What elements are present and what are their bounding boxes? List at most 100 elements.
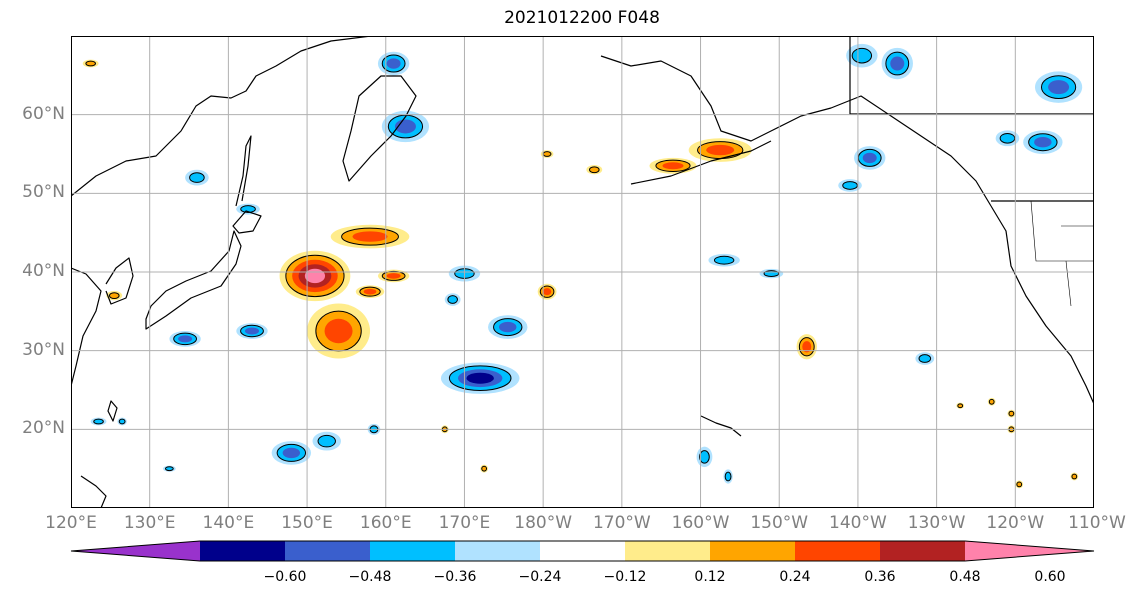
contour-fill — [499, 321, 517, 333]
contour-fill — [918, 354, 932, 363]
contour-fill — [85, 60, 96, 67]
lon-tick-label: 160°E — [359, 513, 412, 533]
coastline-hawaii — [700, 415, 742, 437]
contour-fill — [466, 372, 494, 384]
lon-tick-label: 150°W — [750, 513, 809, 533]
anomaly-patch-45 — [480, 464, 489, 473]
lon-tick-label: 160°W — [671, 513, 730, 533]
coastline-china — [71, 267, 102, 387]
anomaly-patch-32 — [846, 43, 878, 68]
lat-tick-label: 30°N — [22, 339, 65, 360]
anomaly-patch-6 — [488, 315, 528, 339]
contour-fill — [802, 341, 812, 353]
contour-fill — [1034, 137, 1052, 148]
colorbar-segment — [200, 541, 286, 561]
contour-fill — [324, 318, 353, 344]
contour-fill — [1071, 473, 1078, 480]
contour-fill — [542, 151, 552, 157]
border-canada — [849, 36, 1094, 115]
colorbar-tick-label: 0.60 — [1034, 569, 1066, 585]
anomaly-patch-43 — [1070, 472, 1079, 481]
colorbar-segment — [625, 541, 711, 561]
colorbar-segment — [710, 541, 796, 561]
contour-fill — [108, 292, 120, 300]
colorbar-tick-label: −0.24 — [518, 569, 562, 585]
contour-fill — [988, 398, 995, 405]
lat-tick-label: 20°N — [22, 418, 65, 439]
contour-fill — [1008, 410, 1015, 417]
contour-fill — [481, 465, 488, 472]
contour-fill — [282, 447, 301, 459]
coastline-taiwan — [107, 400, 118, 422]
lon-tick-label: 150°E — [281, 513, 333, 533]
anomaly-patch-8 — [444, 293, 461, 306]
anomaly-patch-36 — [82, 59, 99, 68]
anomaly-patch-35 — [723, 469, 733, 484]
anomaly-patch-20 — [537, 283, 557, 300]
anomaly-patch-37 — [106, 290, 123, 301]
lon-tick-label: 140°W — [829, 513, 887, 533]
lon-tick-label: 170°E — [438, 513, 491, 533]
anomaly-patch-31 — [881, 47, 913, 80]
contour-fill — [386, 58, 401, 69]
lat-tick-label: 60°N — [22, 103, 65, 124]
colorbar-tick-label: −0.60 — [263, 569, 307, 585]
contour-fill — [93, 418, 104, 425]
colorbar-extend-min — [71, 541, 200, 561]
contour-fill — [842, 181, 858, 190]
colorbar-tick-label: −0.36 — [433, 569, 477, 585]
anomaly-patch-27 — [838, 179, 862, 192]
colorbar-segment — [880, 541, 966, 561]
contour-fill — [662, 162, 684, 170]
colorbar — [70, 540, 1095, 562]
coastline-japan — [145, 230, 242, 330]
contour-fill — [244, 327, 259, 335]
map-plot — [71, 36, 1094, 508]
coastline-philippines — [80, 475, 107, 508]
contour-fill — [713, 255, 735, 265]
lat-tick-label: 40°N — [22, 261, 65, 281]
contour-fill — [386, 273, 401, 279]
coastline-korea — [105, 257, 134, 305]
anomaly-patch-10 — [271, 441, 312, 465]
anomaly-patch-17 — [185, 169, 209, 186]
contour-fill — [447, 295, 458, 304]
coastline-aleutians — [630, 140, 772, 185]
contour-fill — [589, 166, 600, 174]
contour-fill — [999, 132, 1016, 144]
border-us-states — [1030, 200, 1094, 307]
colorbar-tick-label: 0.48 — [949, 569, 981, 585]
contour-fill — [317, 434, 336, 448]
anomaly-patch-47 — [117, 417, 127, 426]
anomaly-patch-34 — [696, 446, 713, 468]
plot-frame — [71, 36, 1094, 508]
colorbar-outline — [70, 540, 1095, 562]
anomaly-patch-18 — [688, 138, 752, 162]
coastline-north-america — [990, 205, 1094, 405]
coastline-alaska — [600, 55, 992, 207]
gridlines — [71, 36, 1094, 508]
anomaly-patch-9 — [312, 431, 341, 451]
lon-tick-label: 170°W — [592, 513, 651, 533]
colorbar-extend-max — [965, 541, 1094, 561]
anomaly-patch-26 — [854, 146, 886, 170]
chart-title: 2021012200 F048 — [504, 8, 660, 28]
lon-tick-label: 130°E — [123, 513, 176, 533]
contour-fill — [851, 47, 873, 64]
coastline-asia — [71, 36, 372, 197]
lon-tick-label: 120°W — [986, 513, 1045, 533]
anomaly-patch-13 — [169, 330, 201, 347]
coastline-sakhalin — [235, 135, 252, 207]
contour-fill — [542, 288, 552, 296]
lon-tick-label: 110°W — [1068, 513, 1126, 533]
anomaly-patch-4 — [355, 285, 385, 298]
contour-fill — [957, 403, 964, 409]
colorbar-tick-label: 0.12 — [694, 569, 726, 585]
anomaly-patch-41 — [956, 402, 965, 409]
contour-fill — [862, 152, 877, 164]
anomaly-patch-15 — [377, 51, 410, 76]
contour-fill — [189, 172, 205, 183]
contour-fill — [363, 288, 377, 295]
lon-tick-label: 130°W — [907, 513, 966, 533]
contour-fill — [304, 268, 326, 284]
